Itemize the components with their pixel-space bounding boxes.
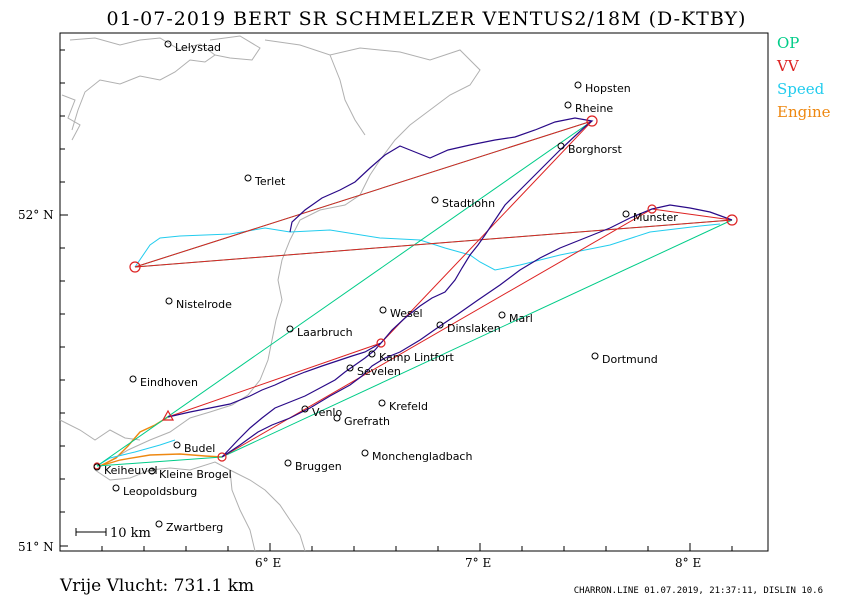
- place-dot: [557, 142, 565, 150]
- legend-label: Engine: [777, 103, 831, 121]
- legend-item-engine: Engine: [777, 103, 831, 121]
- place-dot: [301, 405, 309, 413]
- op-lines: [96, 120, 733, 467]
- place-dot: [244, 174, 252, 182]
- place-label: Nistelrode: [176, 298, 232, 311]
- place-dot: [379, 306, 387, 314]
- place-dot: [564, 101, 572, 109]
- y-tick-label: 51° N: [18, 540, 54, 554]
- page-title: 01-07-2019 BERT SR SCHMELZER VENTUS2/18M…: [106, 8, 747, 30]
- place-label: Grefrath: [344, 415, 390, 428]
- place-label: Rheine: [575, 102, 613, 115]
- place-dot: [591, 352, 599, 360]
- borders: [59, 35, 481, 552]
- place-label: Wesel: [390, 307, 423, 320]
- legend-label: OP: [777, 34, 800, 52]
- place-label: Terlet: [254, 175, 286, 188]
- place-label: Borghorst: [568, 143, 623, 156]
- place-label: Krefeld: [389, 400, 428, 413]
- place-label: Marl: [509, 312, 533, 325]
- map-frame: [59, 32, 769, 552]
- place-markers: [93, 40, 630, 528]
- place-label: Munster: [633, 211, 678, 224]
- x-tick-label: 6° E: [255, 556, 281, 570]
- place-label: Monchengladbach: [372, 450, 472, 463]
- place-dot: [173, 441, 181, 449]
- place-label: Zwartberg: [166, 521, 223, 534]
- place-label: Bruggen: [295, 460, 342, 473]
- footer-credit: CHARRON.LINE 01.07.2019, 21:37:11, DISLI…: [573, 586, 823, 596]
- turnpoint-marker: [647, 204, 657, 214]
- place-labels: Lelystad Hopsten Rheine Borghorst Terlet Stad…: [104, 41, 678, 534]
- distance-summary: Vrije Vlucht: 731.1 km: [60, 576, 255, 596]
- start-triangle-icon: [161, 409, 175, 421]
- place-label: Eindhoven: [140, 376, 198, 389]
- place-label: Keiheuvel: [104, 464, 158, 477]
- legend-item-vv: VV: [777, 57, 799, 75]
- place-dot: [361, 449, 369, 457]
- place-label: Kleine Brogel: [159, 468, 232, 481]
- speed-track: [96, 223, 721, 467]
- place-dot: [93, 463, 101, 471]
- place-dot: [378, 399, 386, 407]
- place-dot: [346, 364, 354, 372]
- flight-track: [167, 117, 733, 458]
- place-label: Lelystad: [175, 41, 221, 54]
- place-dot: [431, 196, 439, 204]
- turnpoint-marker: [726, 214, 738, 226]
- place-dot: [436, 321, 444, 329]
- place-label: Dortmund: [602, 353, 658, 366]
- place-dot: [165, 297, 173, 305]
- scale-bar-label: 10 km: [110, 526, 151, 541]
- place-label: Venlo: [312, 406, 342, 419]
- place-label: Hopsten: [585, 82, 631, 95]
- place-label: Kamp Lintfort: [379, 351, 455, 364]
- place-label: Laarbruch: [297, 326, 353, 339]
- place-dot: [112, 484, 120, 492]
- turnpoint-marker: [376, 338, 386, 348]
- place-dot: [155, 520, 163, 528]
- place-label: Sevelen: [357, 365, 401, 378]
- place-dot: [368, 350, 376, 358]
- place-dot: [286, 325, 294, 333]
- legend-item-speed: Speed: [777, 80, 824, 98]
- legend-label: Speed: [777, 80, 825, 98]
- turnpoint-marker: [586, 115, 598, 127]
- place-dot: [574, 81, 582, 89]
- place-dot: [333, 414, 341, 422]
- place-label: Stadtlohn: [442, 197, 495, 210]
- place-dot: [284, 459, 292, 467]
- place-dot: [498, 311, 506, 319]
- place-dot: [622, 210, 630, 218]
- axis-ticks: [60, 49, 733, 551]
- turnpoints: [93, 115, 738, 470]
- x-tick-label: 8° E: [675, 556, 701, 570]
- vv-lines: [134, 120, 733, 458]
- place-label: Dinslaken: [447, 322, 501, 335]
- legend-item-op: OP: [777, 34, 799, 52]
- place-label: Leopoldsburg: [123, 485, 197, 498]
- scale-bar: 10 km: [75, 526, 151, 541]
- y-tick-label: 52° N: [18, 208, 54, 222]
- x-tick-label: 7° E: [465, 556, 491, 570]
- turnpoint-marker: [129, 261, 141, 273]
- place-dot: [164, 40, 172, 48]
- place-dot: [129, 375, 137, 383]
- place-label: Budel: [184, 442, 215, 455]
- legend-label: VV: [777, 57, 799, 75]
- place-dot: [148, 467, 156, 475]
- turnpoint-marker: [217, 452, 227, 462]
